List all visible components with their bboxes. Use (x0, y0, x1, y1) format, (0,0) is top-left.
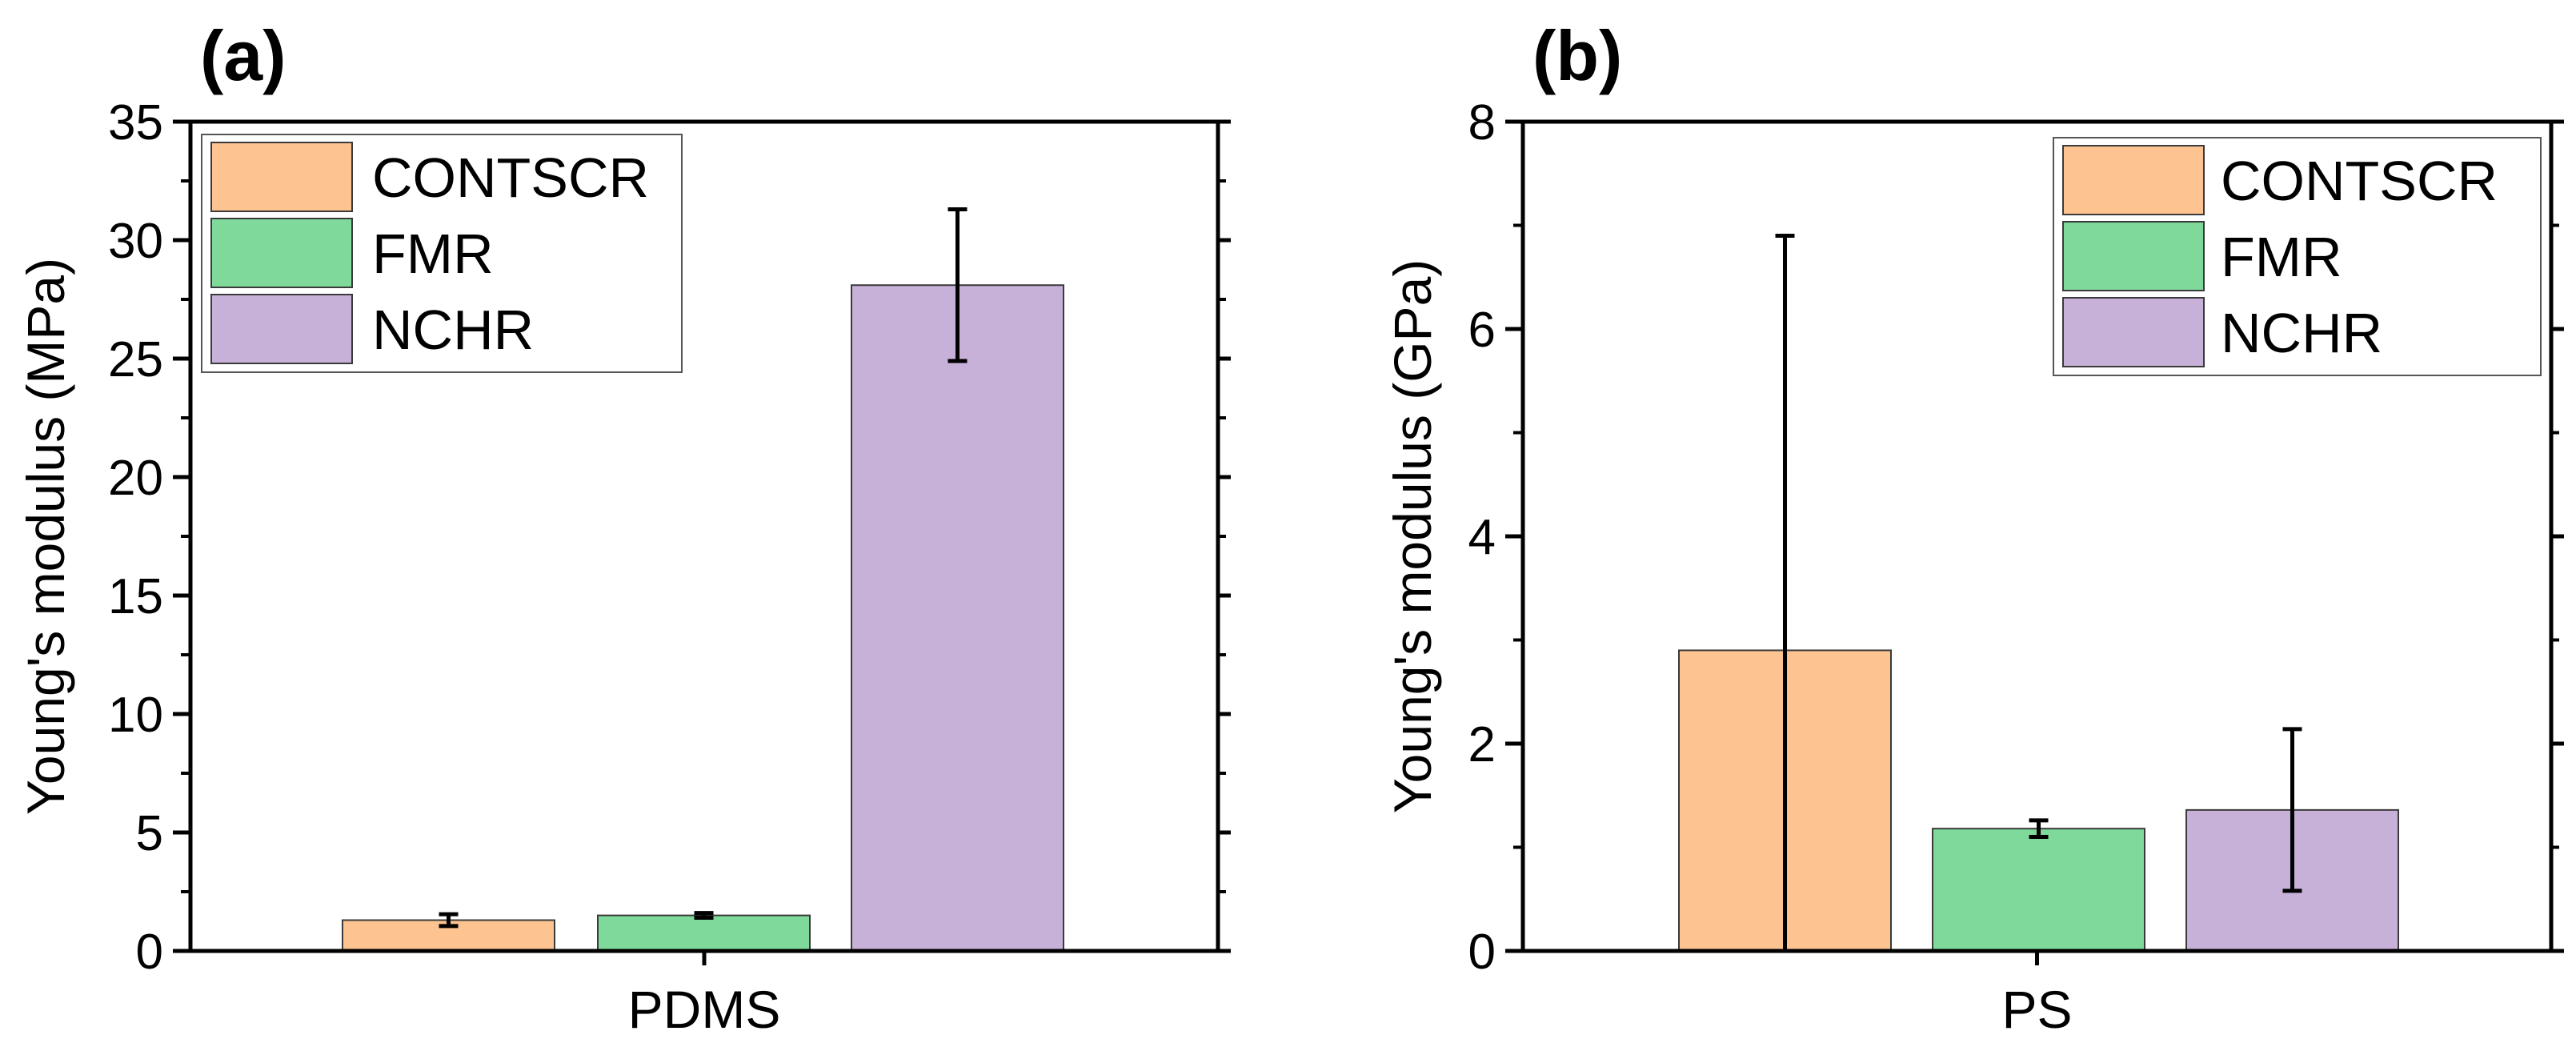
y-tick-label: 2 (1468, 717, 1496, 772)
x-axis-label: PDMS (628, 980, 781, 1039)
chart-panel-a: (a) 0 5 10 15 20 25 30 35 PDMS Young's modulus (MP… (16, 16, 1231, 1039)
chart-panel-b: (b) 0 2 4 6 8 PS Young's modulus (GPa) CONTSCR FM… (1383, 16, 2564, 1039)
legend-label-nchr: NCHR (372, 299, 534, 361)
y-tick-label: 30 (108, 214, 163, 269)
legend-swatch-contscr (2062, 145, 2205, 215)
panel-label: (a) (200, 16, 286, 95)
y-tick-label: 0 (1468, 925, 1496, 980)
y-axis-label: Young's modulus (GPa) (1383, 259, 1442, 814)
legend-label-fmr: FMR (2221, 226, 2342, 288)
y-axis-label: Young's modulus (MPa) (16, 258, 75, 815)
y-tick-label: 6 (1468, 303, 1496, 358)
legend: CONTSCR FMR NCHR (2053, 137, 2542, 376)
y-tick-label: 8 (1468, 95, 1496, 150)
x-axis-label: PS (2001, 980, 2072, 1039)
legend-swatch-nchr (2062, 297, 2205, 367)
y-tick-label: 25 (108, 332, 163, 387)
y-tick-label: 10 (108, 688, 163, 743)
y-tick-label: 20 (108, 451, 163, 506)
legend-label-contscr: CONTSCR (2221, 150, 2498, 212)
y-tick-label: 35 (108, 95, 163, 150)
legend: CONTSCR FMR NCHR (201, 134, 683, 373)
legend-label-contscr: CONTSCR (372, 146, 649, 209)
legend-swatch-fmr (210, 218, 353, 288)
legend-swatch-fmr (2062, 221, 2205, 291)
y-tick-label: 0 (136, 925, 163, 980)
legend-swatch-nchr (210, 294, 353, 364)
legend-swatch-contscr (210, 142, 353, 212)
bar-fmr (597, 914, 811, 952)
y-tick-label: 4 (1468, 510, 1496, 565)
bar-fmr (1932, 828, 2145, 952)
y-tick-label: 5 (136, 806, 163, 861)
y-tick-label: 15 (108, 569, 163, 624)
legend-label-nchr: NCHR (2221, 302, 2382, 364)
bar-nchr (851, 284, 1064, 952)
legend-label-fmr: FMR (372, 223, 494, 285)
panel-label: (b) (1532, 16, 1622, 95)
